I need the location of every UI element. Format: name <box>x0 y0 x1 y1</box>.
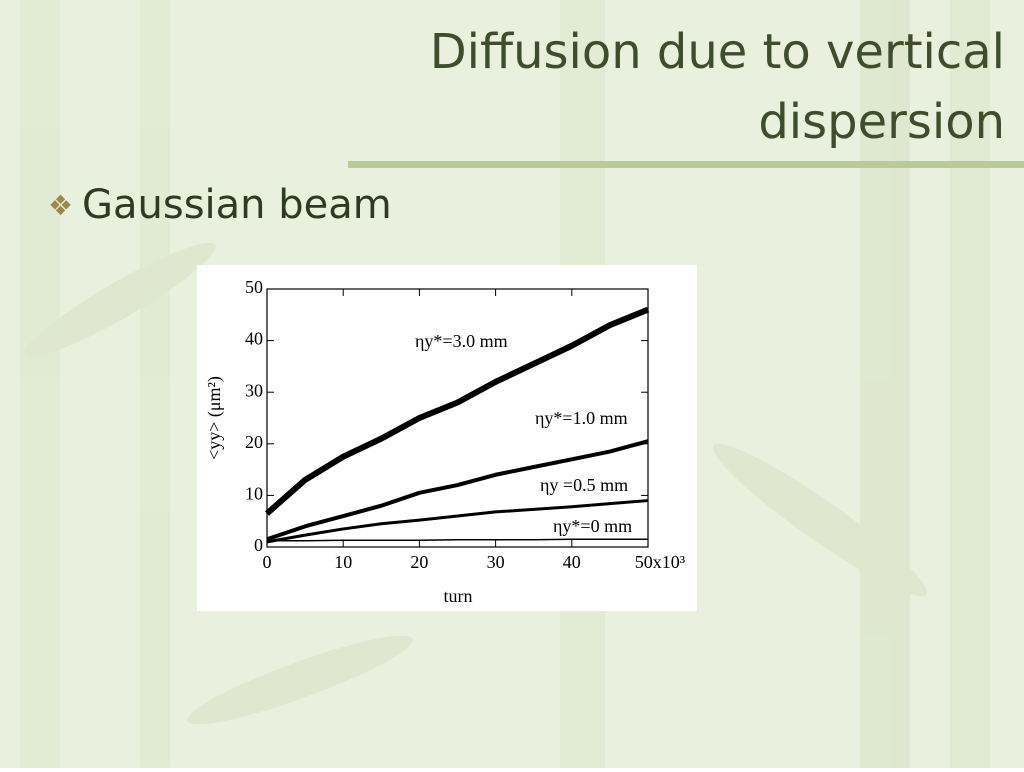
bullet-icon: ❖ <box>48 189 73 222</box>
series-label: ηy*=3.0 mm <box>415 331 508 351</box>
y-tick-label: 10 <box>245 484 263 504</box>
bullet-text: Gaussian beam <box>82 182 392 228</box>
series-label: ηy*=1.0 mm <box>535 408 628 428</box>
data-line <box>266 499 649 544</box>
plot-frame <box>266 288 649 548</box>
x-axis-label: turn <box>444 586 473 606</box>
series-label: ηy =0.5 mm <box>540 475 628 495</box>
bamboo-decoration <box>20 0 990 768</box>
title-rule <box>348 161 1024 168</box>
x-tick-label: 30 <box>487 552 505 572</box>
data-line <box>265 306 650 516</box>
data-line <box>266 439 649 542</box>
data-line <box>267 538 648 542</box>
slide-title: dispersion <box>758 94 1005 150</box>
y-axis-label: <yy> (μm²) <box>204 376 225 460</box>
x-tick-label: 10 <box>334 552 352 572</box>
x-tick-label: 20 <box>410 552 428 572</box>
series-label: ηy*=0 mm <box>553 516 632 536</box>
x-tick-label: 0 <box>263 552 272 572</box>
y-tick-label: 40 <box>245 329 263 349</box>
y-tick-label: 30 <box>245 380 263 400</box>
y-tick-label: 0 <box>254 535 263 555</box>
y-tick-label: 20 <box>245 432 263 452</box>
slide-title: Diffusion due to vertical <box>430 24 1005 80</box>
x-tick-label: 50x10³ <box>635 552 686 572</box>
y-tick-label: 50 <box>245 277 263 297</box>
x-tick-label: 40 <box>563 552 581 572</box>
chart-background <box>197 265 697 611</box>
